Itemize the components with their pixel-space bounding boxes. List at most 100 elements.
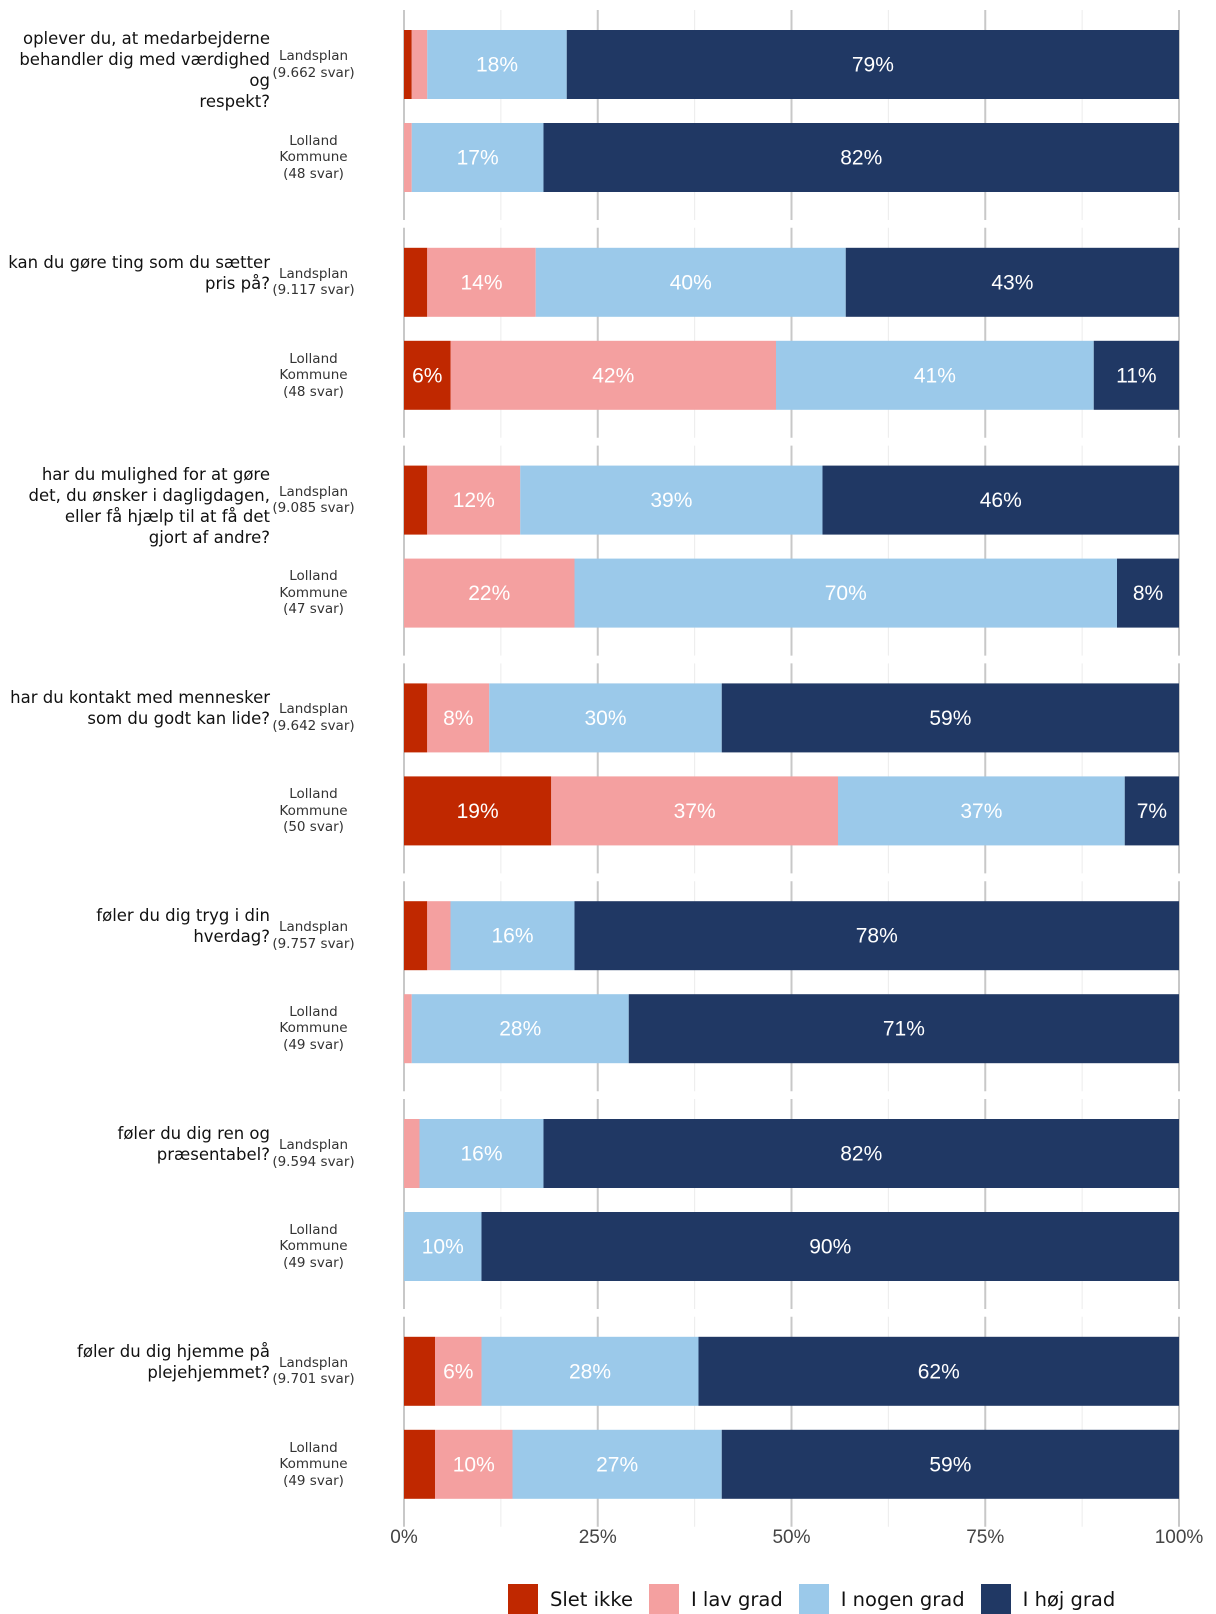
bar-value-label: 30% <box>584 707 626 730</box>
bar-value-label: 6% <box>443 1360 473 1383</box>
bar-value-label: 59% <box>929 707 971 730</box>
legend-label: I nogen grad <box>840 1587 965 1611</box>
legend-swatch <box>508 1584 538 1614</box>
question-label: føler du dig hjemme på plejehjemmet? <box>77 1341 270 1382</box>
bar-value-label: 8% <box>1133 582 1163 605</box>
group-label-landsplan: Landsplan (9.701 svar) <box>272 1354 355 1388</box>
chart-legend: Slet ikke I lav grad I nogen grad I høj gra… <box>508 1584 1131 1614</box>
bar-value-label: 28% <box>569 1360 611 1383</box>
bar-value-label: 37% <box>674 800 716 823</box>
bar-segment-i-nogen-grad <box>520 465 823 535</box>
bar-segment-i-hoj-grad <box>628 994 1179 1064</box>
bar-value-label: 28% <box>499 1018 541 1041</box>
legend-label: Slet ikke <box>550 1587 633 1611</box>
bar-segment-i-lav-grad <box>551 776 838 846</box>
group-label-lolland: Lolland Kommune (49 svar) <box>279 1003 348 1053</box>
legend-label: I høj grad <box>1022 1587 1116 1611</box>
group-label-lolland: Lolland Kommune (50 svar) <box>279 786 348 836</box>
bar-segment-i-nogen-grad <box>489 683 722 753</box>
bar-segment-i-nogen-grad <box>427 30 567 99</box>
bar-value-label: 62% <box>918 1360 960 1383</box>
bar-segment-i-lav-grad <box>404 994 412 1064</box>
bar-segment-i-hoj-grad <box>481 1212 1179 1281</box>
legend-item: I nogen grad <box>798 1584 965 1614</box>
bar-segment-slet-ikke <box>404 1336 435 1406</box>
bar-segment-i-lav-grad <box>427 901 451 971</box>
bar-segment-i-nogen-grad <box>404 1212 482 1281</box>
bar-value-label: 12% <box>453 489 495 512</box>
bar-segment-i-lav-grad <box>427 465 521 535</box>
group-label-lolland: Lolland Kommune (49 svar) <box>279 1221 348 1271</box>
bar-value-label: 40% <box>670 271 712 294</box>
bar-segment-i-nogen-grad <box>481 1336 699 1406</box>
bar-value-label: 16% <box>491 925 533 948</box>
bar-value-label: 42% <box>592 364 634 387</box>
bar-segment-slet-ikke <box>404 247 428 317</box>
bar-segment-i-nogen-grad <box>419 1119 544 1188</box>
question-label: kan du gøre ting som du sætter pris på? <box>8 252 270 293</box>
bar-value-label: 22% <box>468 582 510 605</box>
bar-segment-slet-ikke <box>404 30 412 99</box>
bar-segment-slet-ikke <box>404 901 428 971</box>
bar-segment-i-lav-grad <box>427 247 536 317</box>
group-label-landsplan: Landsplan (9.662 svar) <box>272 48 355 81</box>
bar-segment-i-hoj-grad <box>543 1119 1179 1188</box>
group-label-landsplan: Landsplan (9.117 svar) <box>272 265 355 299</box>
bar-value-label: 82% <box>840 147 882 170</box>
question-label: har du mulighed for at gøre det, du ønsk… <box>28 464 271 547</box>
group-label-lolland: Lolland Kommune (48 svar) <box>279 350 348 400</box>
bar-value-label: 10% <box>453 1453 495 1476</box>
group-label-landsplan: Landsplan (9.594 svar) <box>272 1137 355 1170</box>
question-label: føler du dig tryg i din hverdag? <box>96 906 270 947</box>
bar-value-label: 39% <box>650 489 692 512</box>
bar-segment-i-nogen-grad <box>411 123 544 192</box>
bar-value-label: 90% <box>809 1236 851 1259</box>
bar-segment-slet-ikke <box>404 776 552 846</box>
bar-segment-i-hoj-grad <box>698 1336 1179 1406</box>
bar-segment-i-hoj-grad <box>845 247 1179 317</box>
legend-item: Slet ikke <box>508 1584 633 1614</box>
bar-value-label: 41% <box>914 364 956 387</box>
bar-segment-i-nogen-grad <box>450 901 575 971</box>
bar-value-label: 17% <box>457 147 499 170</box>
bar-value-label: 27% <box>596 1453 638 1476</box>
bar-value-label: 79% <box>852 54 894 77</box>
group-label-lolland: Lolland Kommune (47 svar) <box>279 568 348 618</box>
legend-item: I lav grad <box>648 1584 783 1614</box>
bar-segment-i-lav-grad <box>411 30 428 99</box>
bar-value-label: 70% <box>825 582 867 605</box>
bar-value-label: 11% <box>1116 364 1156 387</box>
bar-value-label: 71% <box>883 1018 925 1041</box>
bar-value-label: 6% <box>412 364 442 387</box>
x-tick-label: 50% <box>772 1527 810 1548</box>
bar-segment-slet-ikke <box>404 465 428 535</box>
x-tick-label: 75% <box>966 1527 1004 1548</box>
bar-segment-i-nogen-grad <box>512 1429 722 1499</box>
bar-segment-i-hoj-grad <box>822 465 1179 535</box>
bar-segment-i-nogen-grad <box>776 340 1094 410</box>
bar-segment-i-lav-grad <box>404 1119 420 1188</box>
bar-segment-i-lav-grad <box>404 123 412 192</box>
x-tick-label: 0% <box>390 1527 418 1548</box>
legend-item: I høj grad <box>980 1584 1116 1614</box>
bar-value-label: 78% <box>856 925 898 948</box>
bar-segment-i-lav-grad <box>435 1429 513 1499</box>
bar-segment-i-hoj-grad <box>574 901 1179 971</box>
bar-segment-i-hoj-grad <box>543 123 1179 192</box>
bar-segment-i-nogen-grad <box>574 558 1117 628</box>
bar-segment-slet-ikke <box>404 1429 435 1499</box>
question-label: har du kontakt med mennesker som du godt… <box>10 688 270 729</box>
bar-value-label: 46% <box>980 489 1022 512</box>
bar-value-label: 82% <box>840 1143 882 1166</box>
bar-segment-i-nogen-grad <box>535 247 846 317</box>
question-label: føler du dig ren og præsentabel? <box>117 1124 270 1164</box>
bar-value-label: 14% <box>460 271 502 294</box>
bar-segment-i-hoj-grad <box>1117 558 1179 628</box>
bar-value-label: 43% <box>991 271 1033 294</box>
bar-value-label: 16% <box>460 1143 502 1166</box>
question-label: oplever du, at medarbejderne behandler d… <box>19 29 270 111</box>
legend-swatch <box>980 1584 1011 1614</box>
bar-segment-i-lav-grad <box>427 683 490 753</box>
